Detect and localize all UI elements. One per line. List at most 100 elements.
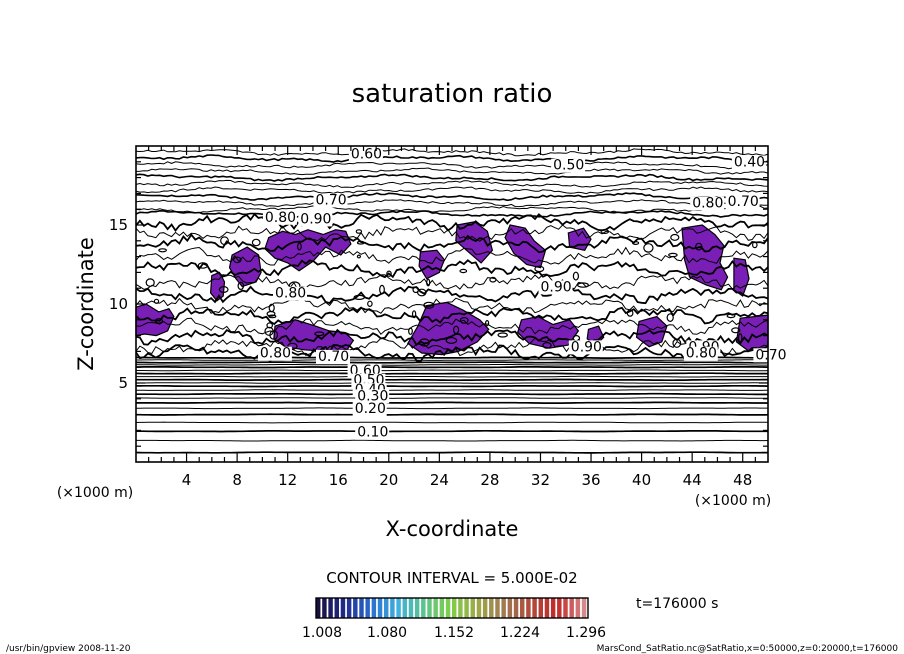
contour-line-32: [135, 344, 769, 363]
contour-line-30: [135, 154, 768, 164]
contour-cell-30: [670, 233, 680, 241]
contour-cell-25: [158, 248, 168, 253]
contour-label-bg-21: [355, 425, 390, 440]
footer-right: MarsCond_SatRatio.nc@SatRatio,x=0:50000,…: [597, 644, 899, 654]
contour-line-5: [136, 407, 768, 410]
contour-cell-40: [459, 268, 468, 274]
contour-label-9: 0.90: [541, 279, 572, 295]
contour-label-bg-7: [725, 195, 760, 209]
colorbar-cell-1: [322, 598, 327, 618]
contour-label-bg-3: [313, 193, 348, 208]
contour-line-4: [136, 413, 769, 416]
colorbar-cell-36: [538, 598, 543, 618]
contour-line-25: [135, 186, 769, 195]
colorbar-cell-12: [390, 598, 395, 618]
colorbar-cell-7: [359, 598, 364, 618]
contour-line-21: [135, 209, 769, 219]
contour-label-14: 0.80: [686, 346, 717, 362]
contour-label-bg-10: [568, 340, 603, 355]
colorbar-cell-21: [445, 598, 451, 618]
contour-cell-0: [489, 276, 497, 283]
x-axis-label: X-coordinate: [386, 517, 519, 541]
colorbar-cell-20: [439, 598, 445, 618]
contour-cell-13: [726, 313, 736, 319]
x-tick-label-6: 28: [480, 471, 499, 489]
contour-line-39: [135, 273, 769, 291]
colorbar-cell-42: [575, 598, 581, 618]
contour-label-11: 0.80: [260, 346, 291, 362]
contour-line-17: [135, 364, 768, 366]
contour-line-24: [135, 192, 769, 202]
x-tick-label-11: 48: [733, 471, 752, 489]
contour-label-10: 0.90: [571, 339, 602, 355]
colorbar-cell-17: [421, 598, 426, 618]
y-tick-label-2: 15: [109, 216, 128, 234]
colorbar-tick-label-1: 1.080: [367, 625, 407, 641]
contour-label-bg-2: [731, 155, 766, 170]
colorbar-tick-label-2: 1.152: [434, 625, 474, 641]
colorbar-cell-18: [427, 598, 432, 618]
contour-label-bg-15: [753, 348, 788, 363]
contour-cell-24: [287, 342, 298, 350]
contour-label-bg-0: [348, 147, 383, 162]
contour-cell-35: [237, 281, 245, 290]
contour-line-10: [136, 384, 769, 388]
contour-line-40: [135, 259, 769, 279]
contour-line-19: [136, 359, 768, 361]
contour-cell-55: [534, 265, 545, 273]
contour-line-35: [135, 317, 769, 335]
x-tick-label-9: 40: [632, 471, 651, 489]
contour-cell-11: [355, 229, 363, 234]
contour-label-6: 0.80: [692, 196, 723, 212]
contour-lines: [135, 148, 769, 454]
contour-cell-36: [356, 240, 365, 245]
contour-cell-22: [233, 256, 242, 264]
contour-cell-2: [737, 333, 743, 343]
colorbar-cell-10: [377, 598, 383, 618]
colorbar-cell-29: [495, 598, 500, 618]
contour-label-12: 0.70: [318, 349, 349, 365]
colorbar-cell-15: [408, 598, 414, 618]
colorbar-cell-6: [353, 598, 358, 618]
contour-cell-50: [411, 310, 417, 319]
y-tick-label-1: 10: [109, 295, 128, 313]
colorbar-cell-31: [507, 598, 513, 618]
contour-interval-text: CONTOUR INTERVAL = 5.000E-02: [326, 569, 577, 587]
contour-cell-53: [416, 288, 427, 297]
contour-line-31: [135, 148, 769, 157]
contour-cell-5: [631, 241, 640, 246]
contour-cell-59: [367, 300, 373, 307]
colorbar-cell-0: [316, 598, 321, 618]
x-axis-unit: (×1000 m): [695, 493, 771, 509]
supersaturation-shading: [135, 221, 769, 356]
contour-label-bg-6: [690, 196, 725, 211]
contour-cell-9: [153, 298, 160, 304]
contour-line-15: [136, 369, 769, 372]
contour-line-1: [136, 439, 769, 442]
colorbar: [315, 597, 589, 619]
x-tick-label-2: 12: [278, 471, 297, 489]
x-axis-ticks: 4 8 12 16 20 24 28 32 36 40 44 48: [148, 146, 756, 489]
contour-label-15: 0.70: [755, 347, 786, 363]
colorbar-cell-33: [520, 598, 525, 618]
contour-line-2: [135, 429, 768, 433]
contour-line-20: [135, 356, 768, 359]
contour-cell-44: [731, 327, 741, 334]
colorbar-cell-41: [569, 598, 574, 618]
contour-cell-48: [268, 303, 275, 313]
contour-label-layer: 0.600.50 0.400.700.80 0.900.80 0.700.80 0.90…: [257, 147, 788, 441]
colorbar-cell-3: [334, 598, 339, 618]
contour-cell-38: [426, 278, 431, 287]
time-label: t=176000 s: [636, 596, 718, 612]
y-axis-unit: (×1000 m): [57, 485, 133, 501]
contour-label-1: 0.50: [553, 158, 584, 174]
colorbar-cell-8: [365, 598, 370, 618]
contour-cell-57: [672, 338, 682, 348]
contour-cell-46: [356, 254, 361, 259]
contour-label-4: 0.80: [265, 210, 296, 226]
contour-cell-51: [695, 242, 703, 251]
colorbar-cell-23: [458, 598, 463, 618]
contour-label-bg-20: [352, 402, 387, 416]
contour-line-22: [135, 205, 769, 214]
